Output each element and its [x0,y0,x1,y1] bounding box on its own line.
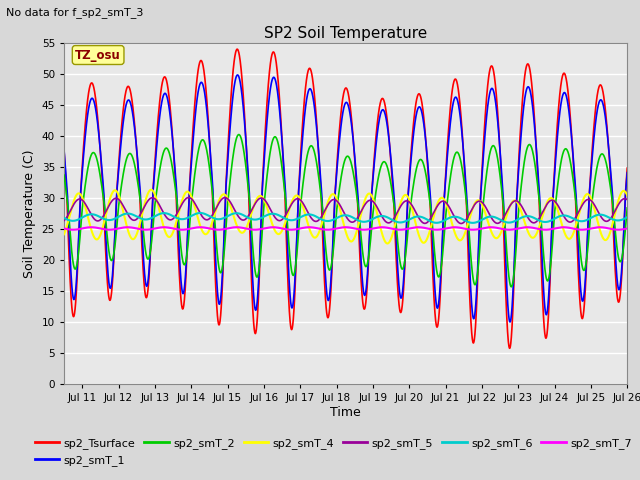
sp2_smT_2 [623,205,631,211]
sp2_smT_1 [506,319,514,325]
sp2_smT_6 [158,211,166,216]
sp2_smT_5 [552,200,559,205]
sp2_smT_7 [158,225,166,230]
Line: sp2_smT_7: sp2_smT_7 [64,227,627,230]
sp2_Tsurface [612,287,620,292]
sp2_smT_4 [383,240,391,246]
Line: sp2_smT_4: sp2_smT_4 [64,190,627,243]
sp2_smT_1 [158,100,166,106]
sp2_smT_2 [508,284,515,289]
sp2_smT_4 [147,187,155,192]
sp2_smT_1 [276,114,284,120]
Line: sp2_Tsurface: sp2_Tsurface [64,49,627,348]
sp2_smT_5 [301,203,308,209]
sp2_smT_6 [124,211,132,216]
sp2_smT_2 [552,198,559,204]
sp2_smT_6 [623,214,631,220]
sp2_Tsurface [276,106,284,111]
sp2_smT_6 [552,215,559,221]
sp2_smT_5 [185,194,193,200]
Line: sp2_smT_6: sp2_smT_6 [64,213,627,223]
sp2_smT_6 [60,215,68,221]
sp2_smT_4 [552,202,559,207]
Line: sp2_smT_5: sp2_smT_5 [64,197,627,224]
sp2_smT_4 [276,230,284,236]
sp2_smT_5 [623,197,631,203]
sp2_Tsurface [158,84,166,89]
sp2_smT_6 [469,220,477,226]
sp2_smT_6 [276,213,284,219]
sp2_smT_1 [552,154,559,159]
sp2_smT_2 [612,240,620,246]
sp2_smT_7 [125,224,132,230]
Text: No data for f_sp2_smT_3: No data for f_sp2_smT_3 [6,7,144,18]
sp2_smT_1 [623,170,631,176]
Text: TZ_osu: TZ_osu [76,48,121,61]
Y-axis label: Soil Temperature (C): Soil Temperature (C) [23,149,36,278]
sp2_smT_1 [124,97,132,103]
sp2_smT_2 [276,151,284,157]
Line: sp2_smT_1: sp2_smT_1 [64,75,627,322]
sp2_smT_1 [612,270,620,276]
sp2_smT_7 [106,227,113,233]
sp2_Tsurface [301,95,308,101]
sp2_smT_6 [301,213,308,218]
sp2_smT_1 [301,113,308,119]
sp2_smT_5 [124,212,132,218]
sp2_smT_5 [276,218,284,224]
sp2_smT_7 [552,225,559,231]
sp2_smT_4 [612,204,620,210]
sp2_smT_2 [158,156,166,162]
sp2_smT_2 [60,172,68,178]
X-axis label: Time: Time [330,406,361,419]
sp2_smT_6 [196,210,204,216]
sp2_smT_1 [60,146,68,152]
sp2_smT_4 [124,228,132,234]
sp2_smT_4 [60,231,68,237]
sp2_smT_2 [301,168,308,174]
sp2_smT_4 [623,192,631,198]
sp2_Tsurface [506,346,513,351]
sp2_smT_5 [458,221,465,227]
sp2_smT_7 [612,227,620,232]
sp2_smT_2 [124,152,132,157]
sp2_smT_6 [612,217,620,223]
sp2_smT_1 [234,72,241,78]
sp2_Tsurface [124,84,132,89]
sp2_smT_7 [305,224,313,230]
Title: SP2 Soil Temperature: SP2 Soil Temperature [264,25,428,41]
sp2_smT_5 [158,206,166,212]
sp2_Tsurface [623,165,631,171]
sp2_smT_4 [158,217,166,223]
sp2_smT_7 [623,226,631,231]
sp2_Tsurface [552,144,559,150]
sp2_smT_5 [612,205,620,211]
sp2_smT_5 [60,218,68,224]
Line: sp2_smT_2: sp2_smT_2 [64,134,627,287]
sp2_smT_4 [301,209,308,215]
sp2_smT_7 [60,226,68,231]
sp2_Tsurface [60,147,68,153]
sp2_smT_2 [235,132,243,137]
Legend: sp2_Tsurface, sp2_smT_1, sp2_smT_2, sp2_smT_4, sp2_smT_5, sp2_smT_6, sp2_smT_7: sp2_Tsurface, sp2_smT_1, sp2_smT_2, sp2_… [30,434,636,470]
sp2_smT_7 [301,225,308,230]
sp2_Tsurface [234,46,241,52]
sp2_smT_7 [276,225,284,231]
